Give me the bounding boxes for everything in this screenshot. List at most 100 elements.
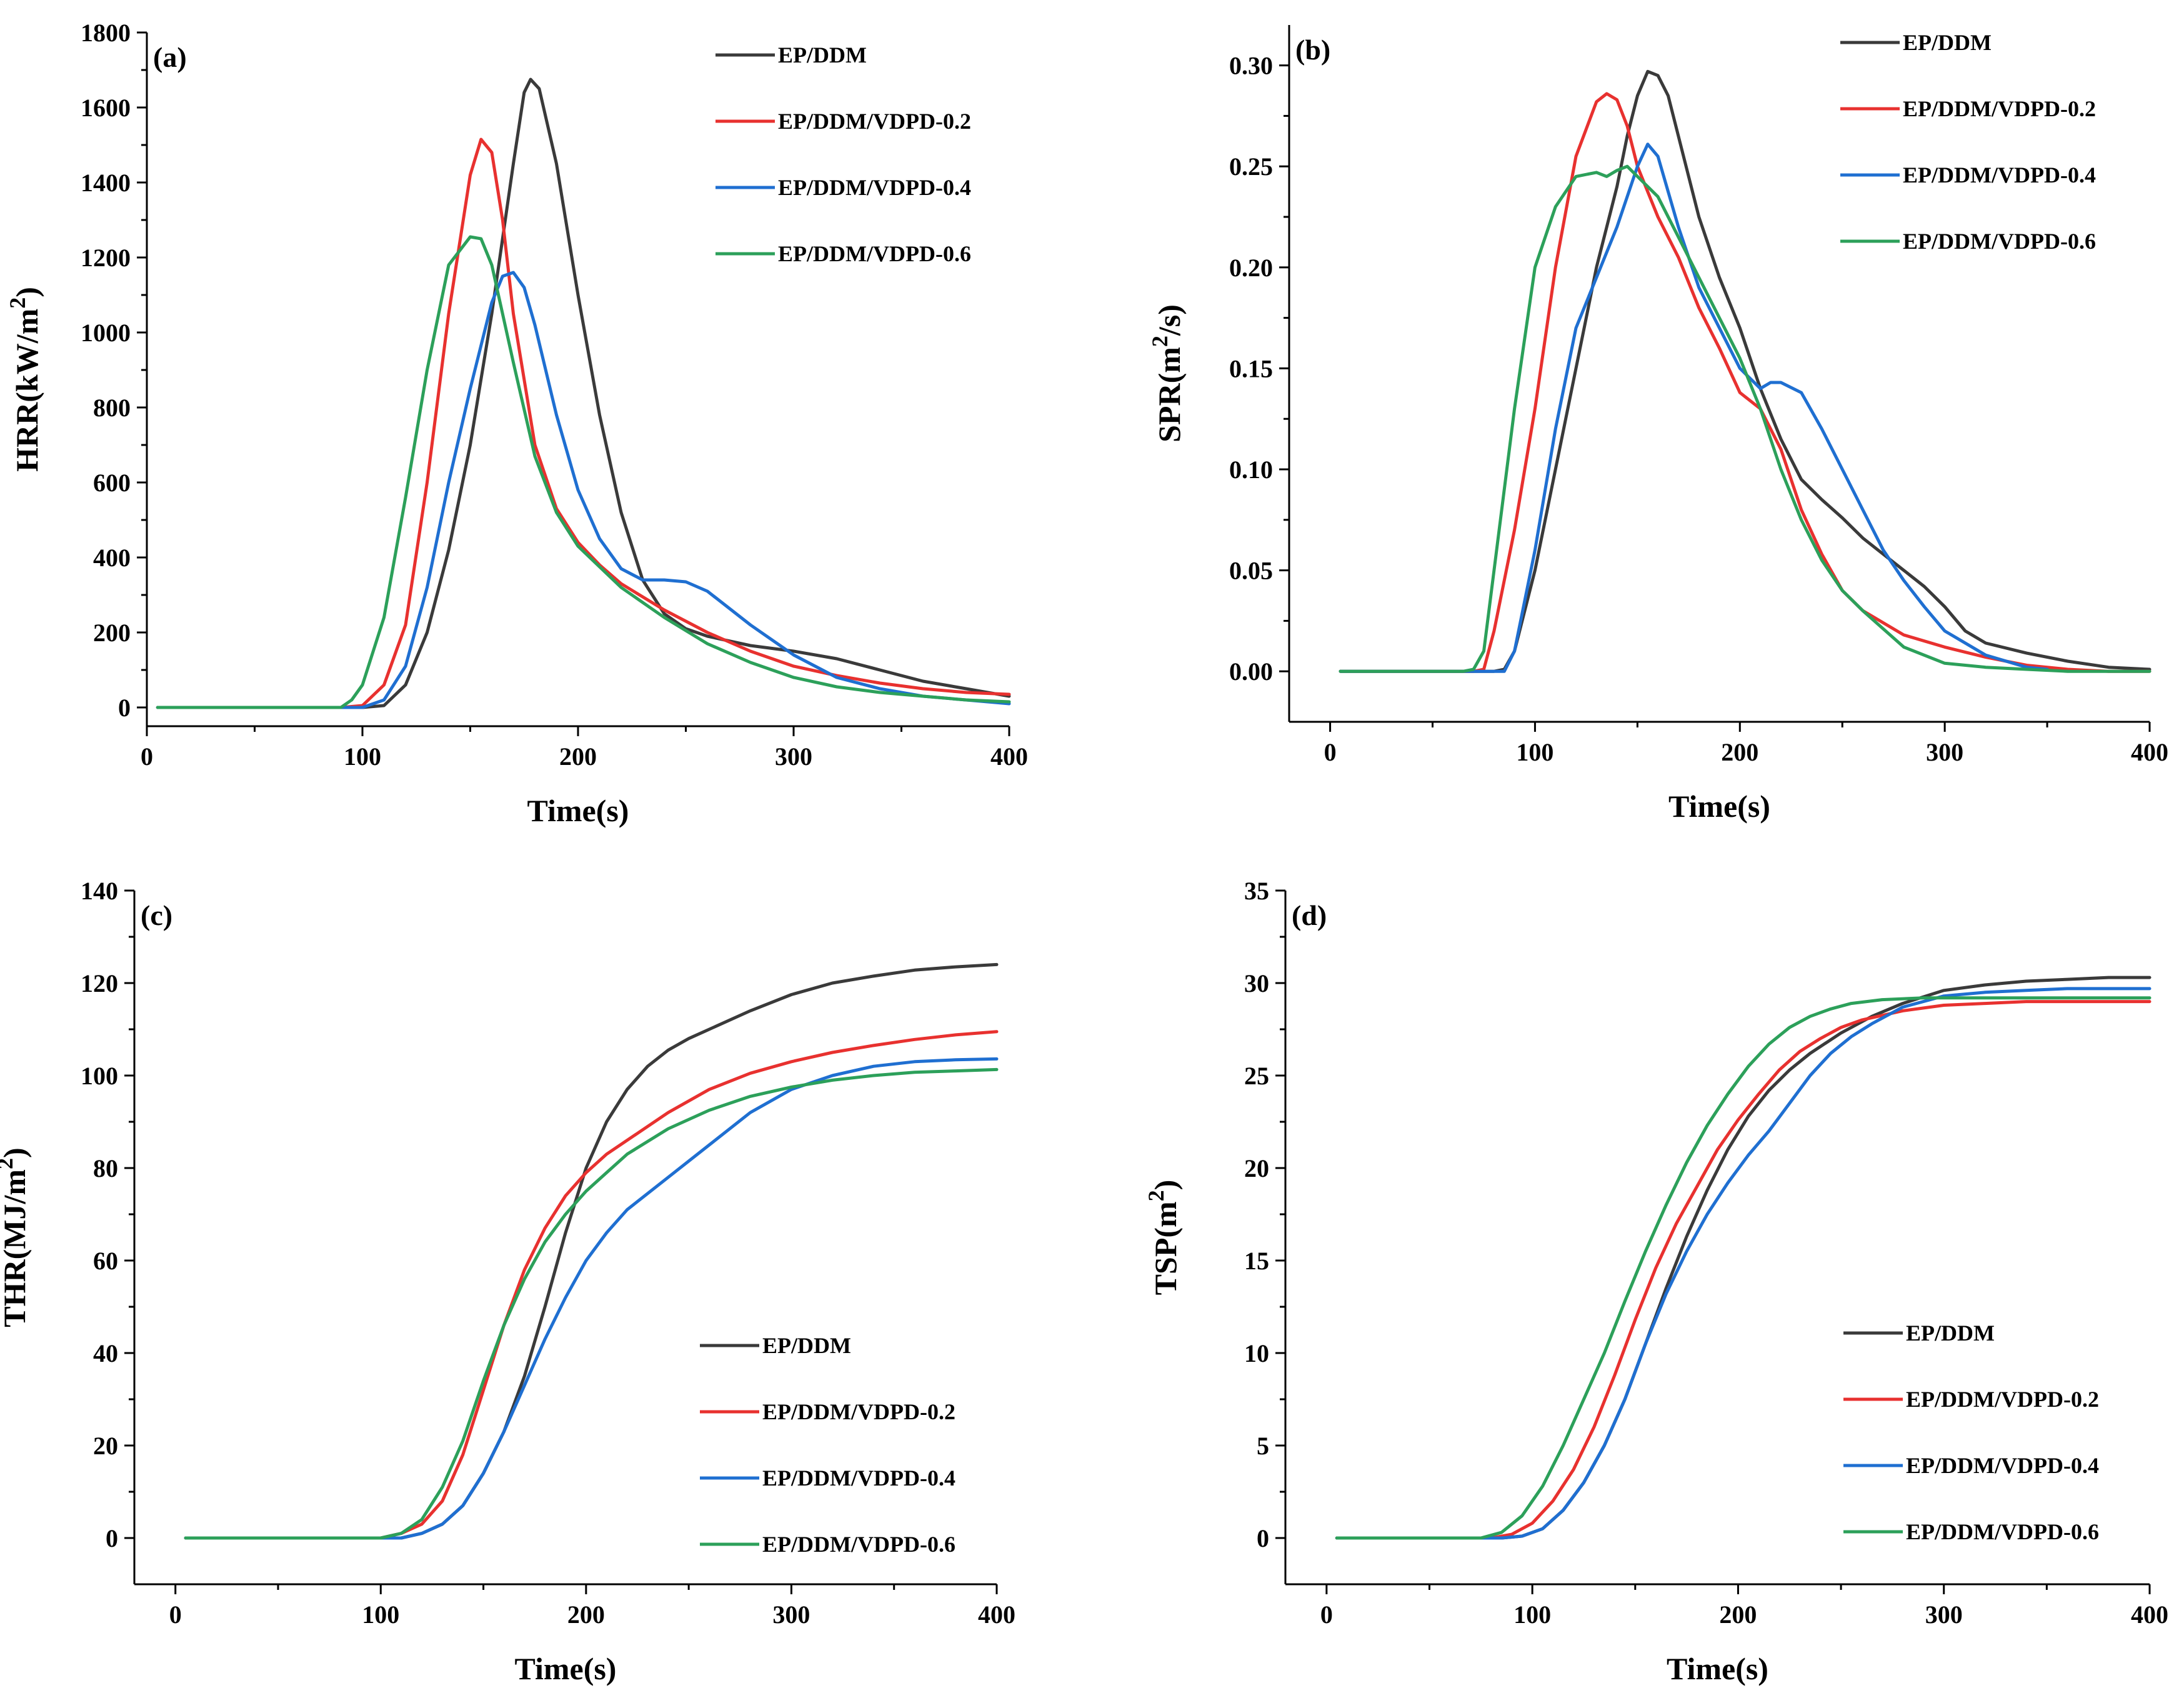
legend-label: EP/DDM <box>778 42 867 67</box>
x-tick-label: 100 <box>362 1601 399 1629</box>
legend-label: EP/DDM <box>1903 30 1992 55</box>
y-axis-title: THR(MJ/m2) <box>0 1147 32 1327</box>
series-line-ep-ddm-vdpd-0-2 <box>1339 92 2152 673</box>
y-tick-label: 0 <box>1257 1524 1269 1552</box>
legend-label: EP/DDM/VDPD-0.6 <box>778 241 971 266</box>
panel-label: (d) <box>1292 899 1327 931</box>
series-line-ep-ddm <box>1339 69 2152 673</box>
legend-label: EP/DDM <box>762 1333 851 1358</box>
chart-panel-a: 0 100 200 300 400 0 200 400 600 800 1000 1200 1400 16… <box>5 19 1028 828</box>
series-line-ep-ddm-vdpd-0-6 <box>1335 996 2152 1540</box>
x-tick-label: 400 <box>2131 1601 2168 1629</box>
y-tick-label: 200 <box>93 619 131 647</box>
x-tick-label: 0 <box>141 742 153 771</box>
y-tick-label: 120 <box>81 969 118 997</box>
y-tick-label: 30 <box>1244 969 1269 997</box>
y-tick-label: 40 <box>93 1339 118 1367</box>
x-tick-label: 300 <box>775 742 812 771</box>
x-tick-label: 0 <box>1320 1601 1333 1629</box>
chart-panel-d: 0 100 200 300 400 0 5 10 15 20 25 30 35 Time(s) TSP(m2… <box>1144 877 2168 1686</box>
y-tick-label: 600 <box>93 469 131 497</box>
legend-label: EP/DDM/VDPD-0.2 <box>1903 96 2096 121</box>
legend: EP/DDM EP/DDM/VDPD-0.2 EP/DDM/VDPD-0.4 EP/D… <box>700 1333 955 1557</box>
legend: EP/DDM EP/DDM/VDPD-0.2 EP/DDM/VDPD-0.4 EP/D… <box>1840 30 2096 254</box>
legend-label: EP/DDM/VDPD-0.6 <box>1906 1519 2099 1544</box>
y-tick-label: 0.05 <box>1229 557 1273 585</box>
chart-panel-b: 0 100 200 300 400 0.00 0.05 0.10 0.15 0.20 0.25 0.3… <box>1147 25 2168 824</box>
y-tick-label: 1000 <box>81 319 131 347</box>
x-tick-label: 400 <box>990 742 1028 771</box>
y-tick-label: 0.25 <box>1229 152 1273 181</box>
x-axis-title: Time(s) <box>527 793 629 828</box>
y-tick-label: 0 <box>106 1524 118 1552</box>
y-tick-label: 35 <box>1244 877 1269 905</box>
series-line-ep-ddm <box>156 77 1011 709</box>
x-tick-label: 200 <box>1719 1601 1757 1629</box>
legend-label: EP/DDM/VDPD-0.2 <box>778 109 971 134</box>
panel-label: (c) <box>141 899 172 931</box>
chart-panel-c: 0 100 200 300 400 0 20 40 60 80 100 120 140 Time(s) TH… <box>0 877 1015 1686</box>
y-tick-label: 0.10 <box>1229 456 1273 484</box>
x-tick-label: 300 <box>1926 738 1963 766</box>
x-tick-label: 300 <box>1925 1601 1963 1629</box>
legend-label: EP/DDM/VDPD-0.4 <box>762 1466 955 1491</box>
y-tick-label: 100 <box>81 1062 118 1090</box>
legend-label: EP/DDM/VDPD-0.4 <box>1906 1453 2099 1478</box>
x-axis-title: Time(s) <box>515 1651 617 1686</box>
series-line-ep-ddm-vdpd-0-6 <box>184 1067 999 1540</box>
y-tick-label: 25 <box>1244 1062 1269 1090</box>
series-line-ep-ddm-vdpd-0-2 <box>184 1030 999 1540</box>
series-line-ep-ddm-vdpd-0-6 <box>1339 164 2152 673</box>
series-line-ep-ddm-vdpd-0-4 <box>1335 987 2152 1540</box>
x-tick-label: 200 <box>567 1601 605 1629</box>
y-axis-title: HRR(kW/m2) <box>5 287 44 472</box>
y-tick-label: 140 <box>81 877 118 905</box>
y-tick-label: 0 <box>118 694 131 722</box>
x-axis-title: Time(s) <box>1668 789 1770 824</box>
y-axis-title: SPR(m2/s) <box>1147 304 1187 442</box>
series-line-ep-ddm-vdpd-0-6 <box>156 235 1011 709</box>
series-line-ep-ddm-vdpd-0-4 <box>184 1057 999 1540</box>
legend-label: EP/DDM/VDPD-0.2 <box>1906 1387 2099 1412</box>
y-tick-label: 20 <box>1244 1154 1269 1182</box>
y-tick-label: 80 <box>93 1154 118 1182</box>
x-tick-label: 200 <box>559 742 597 771</box>
x-tick-label: 100 <box>344 742 381 771</box>
x-tick-label: 0 <box>1324 738 1337 766</box>
y-tick-label: 0.00 <box>1229 657 1273 686</box>
legend: EP/DDM EP/DDM/VDPD-0.2 EP/DDM/VDPD-0.4 EP/D… <box>1843 1321 2099 1544</box>
y-tick-label: 0.20 <box>1229 254 1273 282</box>
x-tick-label: 400 <box>2131 738 2168 766</box>
y-tick-label: 5 <box>1257 1432 1269 1460</box>
y-tick-label: 1800 <box>81 19 131 47</box>
legend-label: EP/DDM/VDPD-0.6 <box>1903 229 2096 254</box>
panel-label: (b) <box>1295 34 1330 66</box>
legend-label: EP/DDM <box>1906 1321 1995 1346</box>
y-tick-label: 0.30 <box>1229 52 1273 80</box>
y-tick-label: 1600 <box>81 94 131 122</box>
y-tick-label: 15 <box>1244 1247 1269 1275</box>
series-line-ep-ddm-vdpd-0-2 <box>156 137 1011 709</box>
series-line-ep-ddm-vdpd-0-4 <box>1339 142 2049 673</box>
y-tick-label: 10 <box>1244 1339 1269 1367</box>
y-tick-label: 1200 <box>81 244 131 272</box>
legend: EP/DDM EP/DDM/VDPD-0.2 EP/DDM/VDPD-0.4 EP/D… <box>716 42 971 266</box>
y-tick-label: 20 <box>93 1432 118 1460</box>
y-axis-title: TSP(m2) <box>1144 1180 1183 1296</box>
panel-label: (a) <box>153 41 187 73</box>
y-tick-label: 0.15 <box>1229 354 1273 382</box>
x-tick-label: 0 <box>169 1601 182 1629</box>
legend-label: EP/DDM/VDPD-0.2 <box>762 1399 955 1424</box>
series-line-ep-ddm-vdpd-0-4 <box>156 271 1011 709</box>
x-tick-label: 300 <box>772 1601 810 1629</box>
y-tick-label: 400 <box>93 544 131 572</box>
x-tick-label: 200 <box>1721 738 1758 766</box>
y-tick-label: 60 <box>93 1247 118 1275</box>
series-line-ep-ddm-vdpd-0-2 <box>1335 1000 2152 1540</box>
y-tick-label: 1400 <box>81 169 131 197</box>
x-tick-label: 100 <box>1513 1601 1551 1629</box>
y-tick-label: 800 <box>93 394 131 422</box>
x-tick-label: 400 <box>978 1601 1015 1629</box>
legend-label: EP/DDM/VDPD-0.4 <box>778 175 971 200</box>
